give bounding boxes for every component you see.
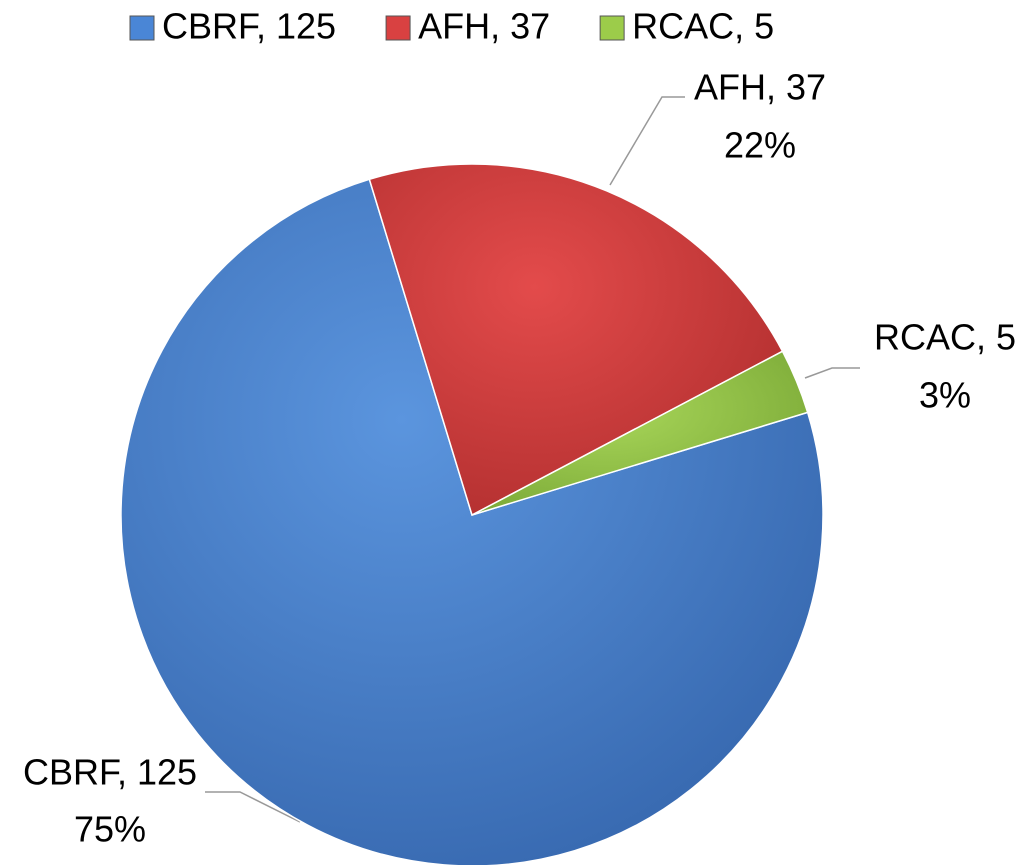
data-label-percent: 75%: [74, 809, 146, 850]
data-label-name: CBRF, 125: [23, 752, 197, 793]
leader-line: [609, 96, 685, 186]
leader-line: [804, 367, 860, 379]
pie-slice: [120, 178, 824, 865]
legend-swatch: [385, 15, 411, 41]
legend-label: AFH, 37: [418, 6, 550, 47]
pie-slice: [471, 350, 809, 516]
data-label-name: RCAC, 5: [874, 317, 1016, 358]
legend-swatch: [599, 15, 625, 41]
data-label-name: AFH, 37: [694, 67, 826, 108]
legend-label: RCAC, 5: [632, 6, 774, 47]
data-label-percent: 3%: [919, 375, 971, 416]
leader-line: [205, 791, 301, 823]
data-label-percent: 22%: [724, 125, 796, 166]
legend-label: CBRF, 125: [162, 6, 336, 47]
pie-slice: [368, 163, 784, 517]
legend-swatch: [129, 15, 155, 41]
